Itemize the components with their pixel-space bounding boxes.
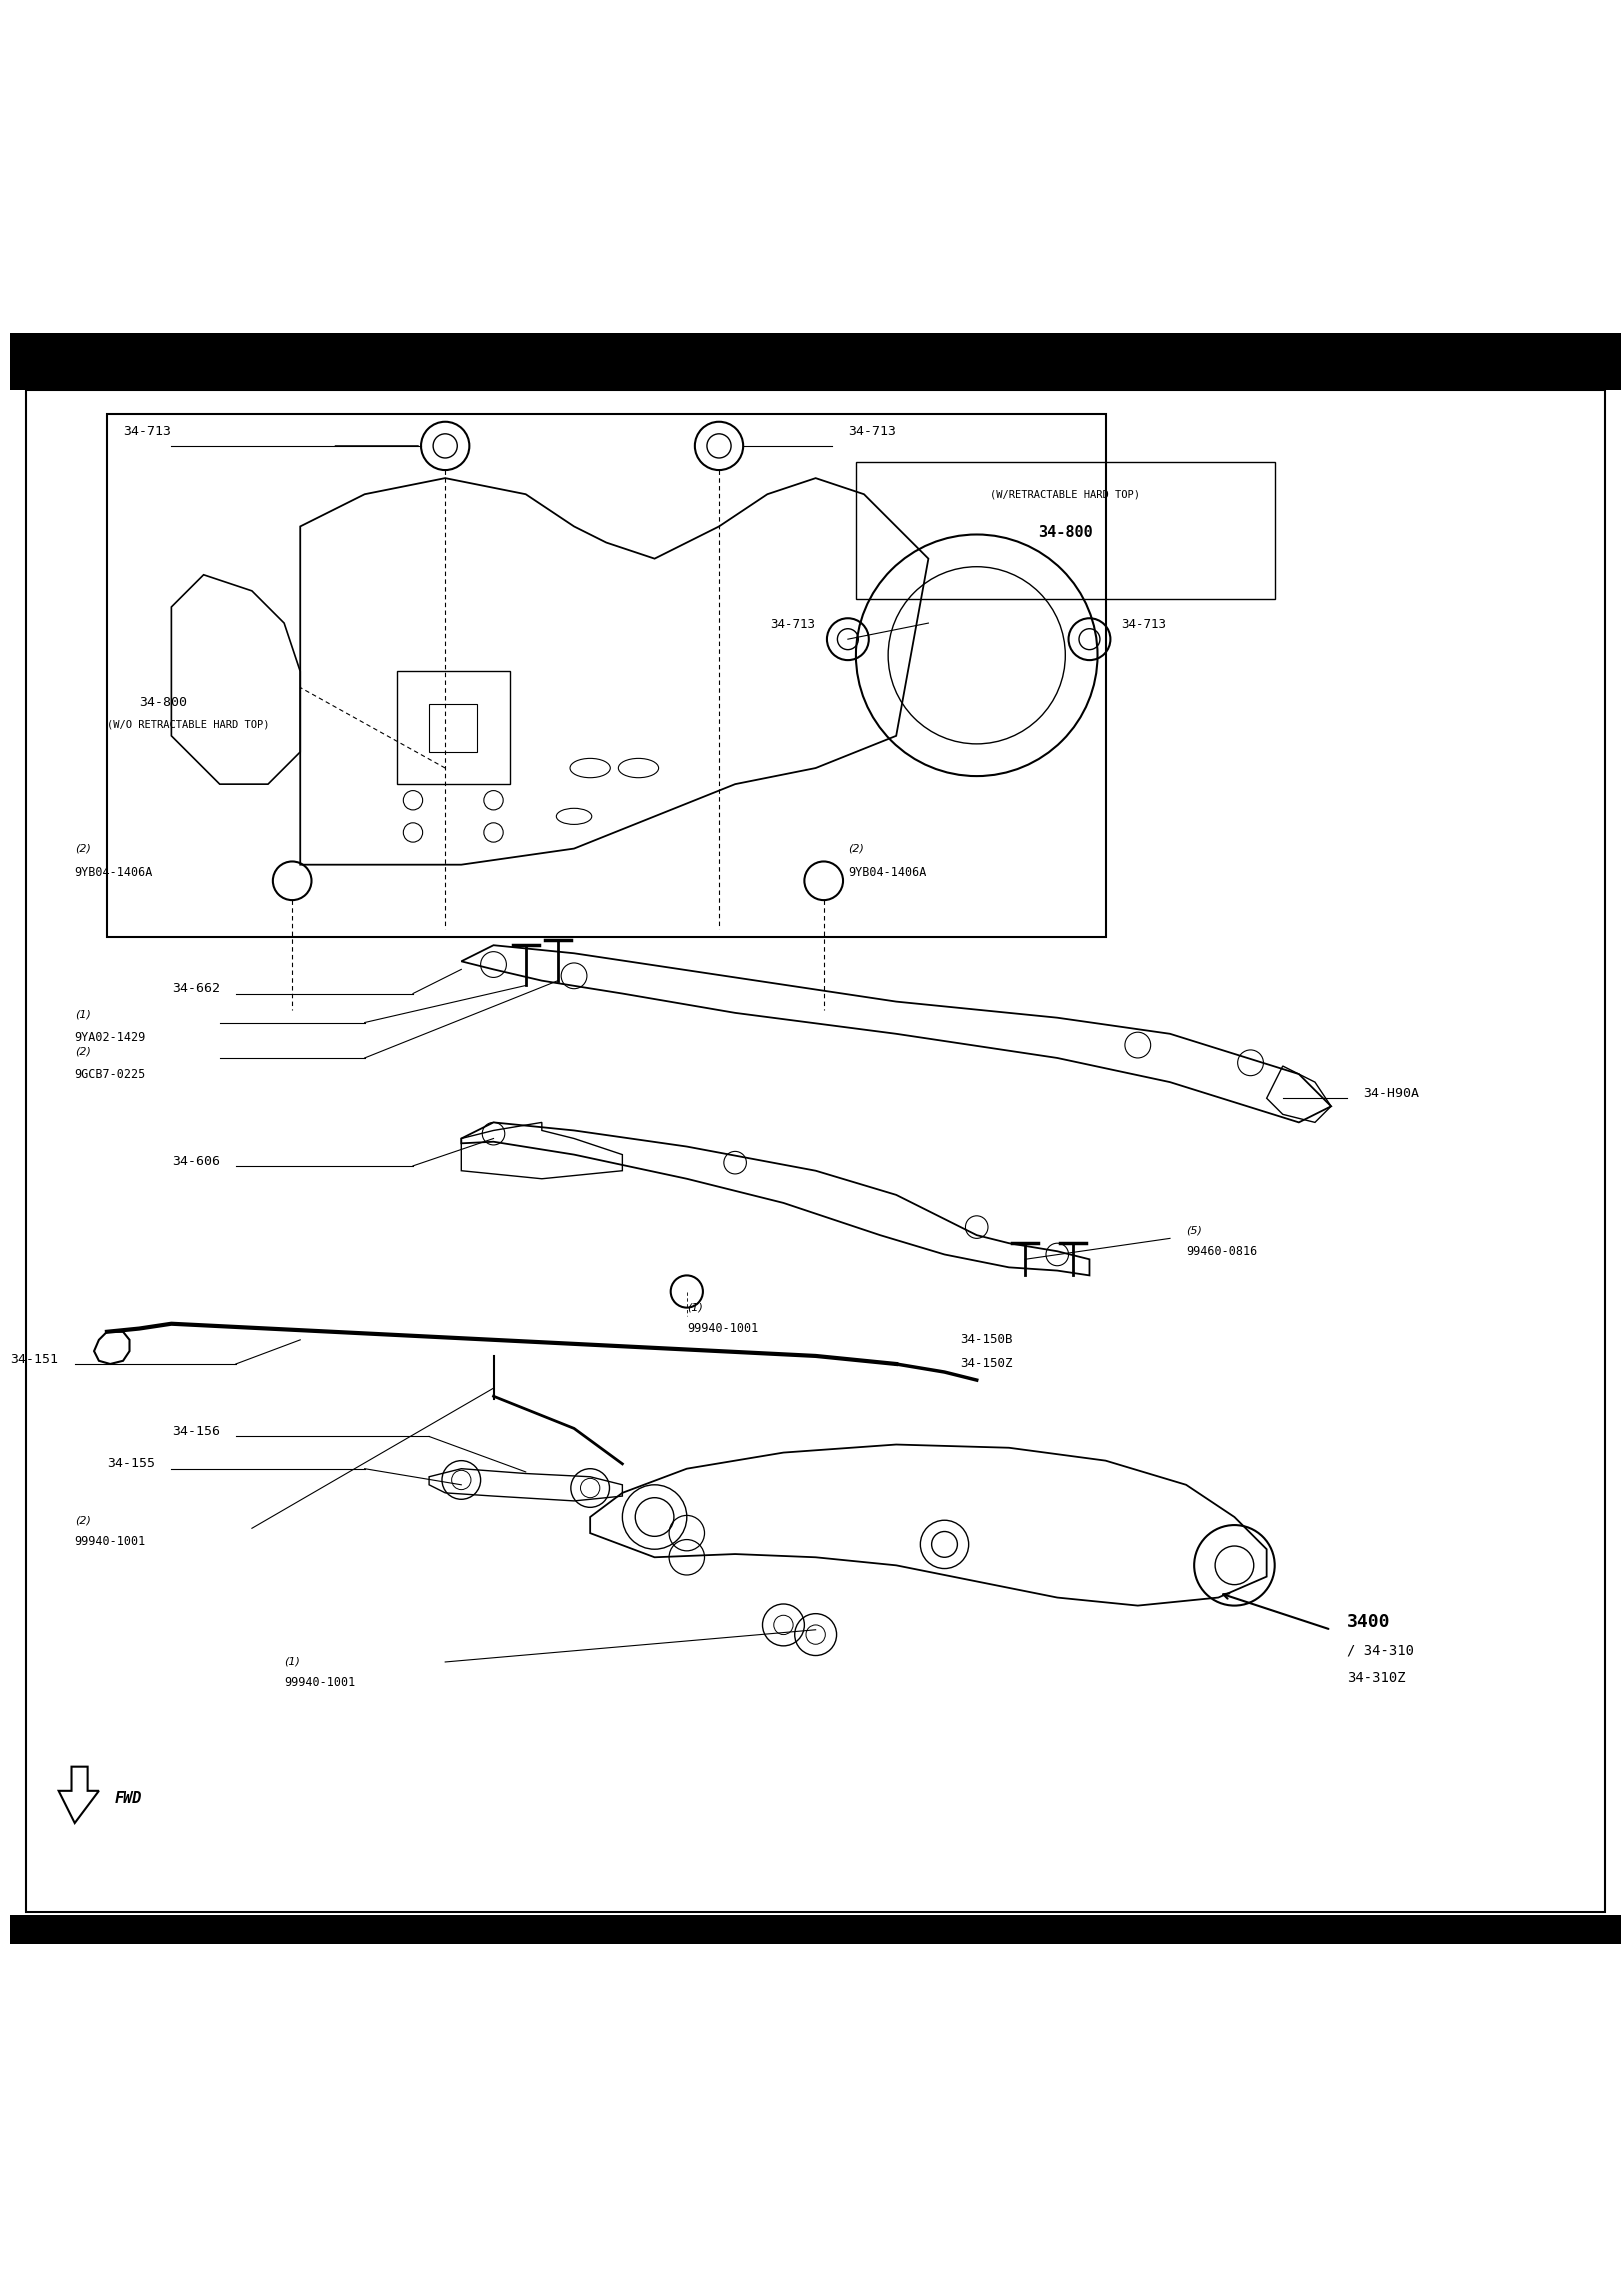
Text: 34-155: 34-155 xyxy=(107,1457,156,1471)
Text: (2): (2) xyxy=(75,1047,91,1057)
Text: 34-713: 34-713 xyxy=(123,426,172,437)
Text: 34-150Z: 34-150Z xyxy=(961,1357,1013,1371)
Text: (1): (1) xyxy=(687,1302,702,1312)
Text: 34-662: 34-662 xyxy=(172,981,220,995)
Bar xyxy=(430,704,478,751)
Bar xyxy=(10,1915,1621,1945)
Polygon shape xyxy=(58,1767,99,1824)
Text: 9YB04-1406A: 9YB04-1406A xyxy=(848,865,926,879)
Text: (1): (1) xyxy=(284,1658,300,1667)
Text: 34-151: 34-151 xyxy=(11,1353,58,1366)
Text: 3400: 3400 xyxy=(1347,1612,1391,1630)
Text: 9YB04-1406A: 9YB04-1406A xyxy=(75,865,152,879)
Text: 9GCB7-0225: 9GCB7-0225 xyxy=(75,1068,146,1082)
Text: 34-800: 34-800 xyxy=(1037,526,1093,540)
Text: (W/RETRACTABLE HARD TOP): (W/RETRACTABLE HARD TOP) xyxy=(990,490,1140,499)
Text: 34-310Z: 34-310Z xyxy=(1347,1671,1405,1685)
Text: 99940-1001: 99940-1001 xyxy=(687,1323,759,1334)
Text: 34-800: 34-800 xyxy=(139,694,186,708)
Text: 34-156: 34-156 xyxy=(172,1425,220,1439)
Text: 34-713: 34-713 xyxy=(770,617,815,631)
Text: (2): (2) xyxy=(75,1514,91,1526)
Text: 99940-1001: 99940-1001 xyxy=(75,1535,146,1548)
Text: (W/O RETRACTABLE HARD TOP): (W/O RETRACTABLE HARD TOP) xyxy=(107,720,269,729)
Text: (2): (2) xyxy=(75,842,91,854)
Text: 34-713: 34-713 xyxy=(1122,617,1167,631)
Text: 34-150B: 34-150B xyxy=(961,1334,1013,1346)
Text: FWD: FWD xyxy=(115,1792,143,1806)
Text: 9YA02-1429: 9YA02-1429 xyxy=(75,1031,146,1043)
Text: (5): (5) xyxy=(1187,1225,1203,1236)
Text: 34-H90A: 34-H90A xyxy=(1363,1086,1420,1100)
Text: (2): (2) xyxy=(848,842,864,854)
Text: 34-713: 34-713 xyxy=(848,426,896,437)
Bar xyxy=(397,672,509,783)
Bar xyxy=(10,332,1621,389)
Text: (1): (1) xyxy=(75,1009,91,1020)
Text: / 34-310: / 34-310 xyxy=(1347,1644,1414,1658)
Text: 99940-1001: 99940-1001 xyxy=(284,1676,355,1690)
Bar xyxy=(107,414,1106,938)
Text: 99460-0816: 99460-0816 xyxy=(1187,1246,1258,1257)
Text: 34-606: 34-606 xyxy=(172,1154,220,1168)
